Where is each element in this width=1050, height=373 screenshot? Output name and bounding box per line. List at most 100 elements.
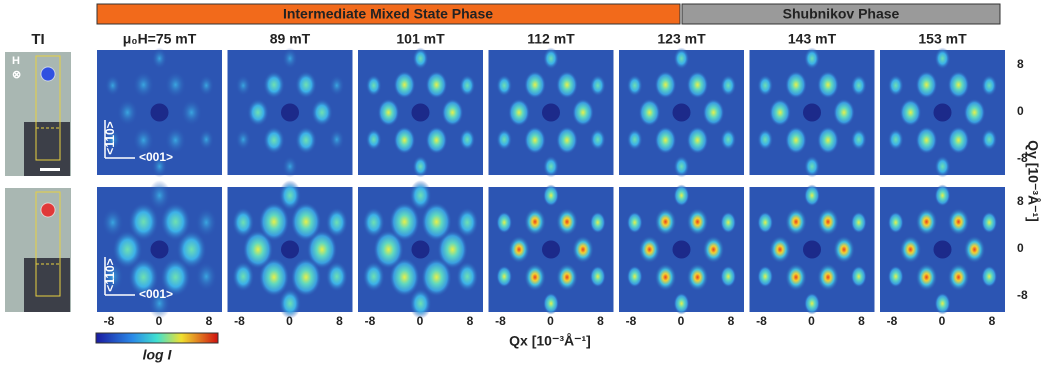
spot <box>887 74 904 97</box>
spot <box>981 211 998 234</box>
spot <box>686 207 709 236</box>
spot <box>496 74 513 97</box>
field-label: 123 mT <box>657 31 706 47</box>
spot <box>785 126 807 155</box>
x-tick-label: 0 <box>808 314 815 328</box>
spot <box>456 261 479 292</box>
beam-stop <box>542 240 560 259</box>
field-label: 143 mT <box>788 31 837 47</box>
x-tick-label: 8 <box>206 314 213 328</box>
spot <box>437 229 468 270</box>
x-tick-label: 0 <box>939 314 946 328</box>
spot <box>915 207 938 236</box>
spot <box>421 202 452 242</box>
spot <box>887 128 904 151</box>
pattern <box>358 180 483 319</box>
spot <box>242 229 274 270</box>
spot <box>543 155 559 178</box>
beam-stop <box>803 240 821 259</box>
x-tick-label: -8 <box>104 314 115 328</box>
spot <box>232 261 255 292</box>
sample-block <box>24 122 70 176</box>
spot <box>850 211 867 234</box>
colorbar-label: log I <box>143 347 173 363</box>
sample-block <box>24 258 70 312</box>
spot <box>263 126 285 155</box>
spot <box>654 207 677 236</box>
spot <box>556 207 578 236</box>
spot <box>556 263 578 292</box>
spot <box>654 70 677 99</box>
spot <box>572 235 594 264</box>
spot <box>198 74 215 97</box>
spot <box>195 207 218 238</box>
x-tick-label: 0 <box>547 314 554 328</box>
spot <box>195 261 218 292</box>
y-tick-label: -8 <box>1017 151 1028 165</box>
spot <box>412 155 429 178</box>
spot <box>496 128 513 151</box>
spot <box>915 263 938 292</box>
spot <box>116 98 139 127</box>
x-tick-label: 8 <box>336 314 343 328</box>
spot <box>524 70 546 99</box>
x-axis-label: Qx [10⁻³Å⁻¹] <box>509 333 591 349</box>
spot <box>626 128 643 151</box>
spot <box>589 128 606 151</box>
spot <box>785 207 807 236</box>
spot <box>524 207 546 236</box>
spot <box>325 207 348 238</box>
pattern <box>227 180 353 319</box>
pattern <box>488 47 614 178</box>
spot <box>702 235 725 264</box>
spot <box>409 180 432 211</box>
spot <box>543 184 559 207</box>
spot <box>963 98 986 127</box>
x-tick-label: -8 <box>887 314 898 328</box>
photos: H⊗ <box>5 52 71 312</box>
spot <box>365 128 382 151</box>
beam-stop <box>672 240 691 259</box>
spot <box>899 235 922 264</box>
x-tick-label: 0 <box>286 314 293 328</box>
spot <box>290 257 322 297</box>
spot <box>947 126 970 155</box>
spot <box>508 98 530 127</box>
x-tick-label: 0 <box>678 314 685 328</box>
spot <box>673 184 690 207</box>
spot <box>459 74 476 97</box>
spot <box>409 288 432 319</box>
spot <box>833 235 855 264</box>
sample-outline <box>35 127 61 161</box>
spot <box>306 229 338 270</box>
spot <box>638 98 661 127</box>
x-tick-label: 8 <box>467 314 474 328</box>
spot <box>785 263 807 292</box>
photo-label: TI <box>31 31 44 48</box>
spot <box>654 263 677 292</box>
sample-outline <box>35 263 61 297</box>
x-tick-label: -8 <box>365 314 376 328</box>
spot <box>981 265 998 288</box>
direction-label: <001> <box>139 287 173 301</box>
pattern <box>227 47 353 178</box>
y-axis-label: Qy [10⁻³Å⁻¹] <box>1025 140 1041 222</box>
spot <box>720 74 737 97</box>
spot <box>441 98 464 127</box>
beam-stop <box>672 103 691 122</box>
spot <box>817 126 839 155</box>
spot <box>673 292 690 315</box>
spot <box>686 126 709 155</box>
beam-stop <box>281 103 299 122</box>
spot <box>235 128 252 151</box>
spot <box>720 211 737 234</box>
spot <box>278 288 302 319</box>
panels: μ₀H=75 mT <110> <001> <110> <001> -8 0 8 89 mT -8… <box>97 31 1028 328</box>
spot <box>785 70 807 99</box>
spot <box>638 235 661 264</box>
spot <box>148 180 171 211</box>
field-label: 101 mT <box>396 31 445 47</box>
spot <box>947 70 970 99</box>
spot <box>421 257 452 297</box>
